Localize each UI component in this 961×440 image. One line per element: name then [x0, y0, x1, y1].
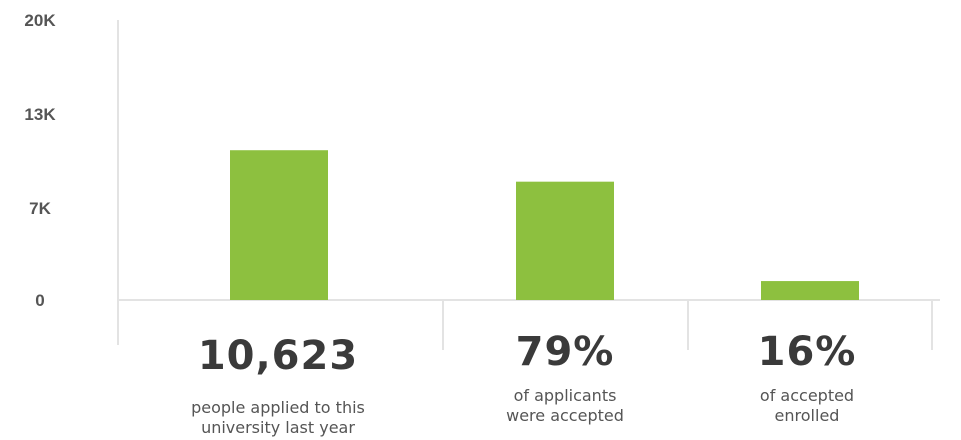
- stat-caption: people applied to this university last y…: [191, 398, 365, 437]
- y-tick-label: 20K: [24, 11, 56, 30]
- stat-caption: of applicants were accepted: [506, 386, 624, 425]
- stat-value: 79%: [515, 329, 615, 375]
- y-tick-labels: 20K 13K 7K 0: [24, 11, 56, 310]
- bar: [230, 150, 328, 300]
- y-tick-label: 7K: [29, 199, 51, 218]
- stat-value: 10,623: [197, 333, 359, 379]
- bar: [516, 181, 614, 300]
- y-tick-label: 0: [35, 291, 44, 310]
- y-tick-label: 13K: [24, 105, 56, 124]
- stat-caption: of accepted enrolled: [759, 386, 855, 425]
- bars: [230, 150, 859, 300]
- bar: [761, 281, 859, 300]
- stat-value: 16%: [757, 329, 857, 375]
